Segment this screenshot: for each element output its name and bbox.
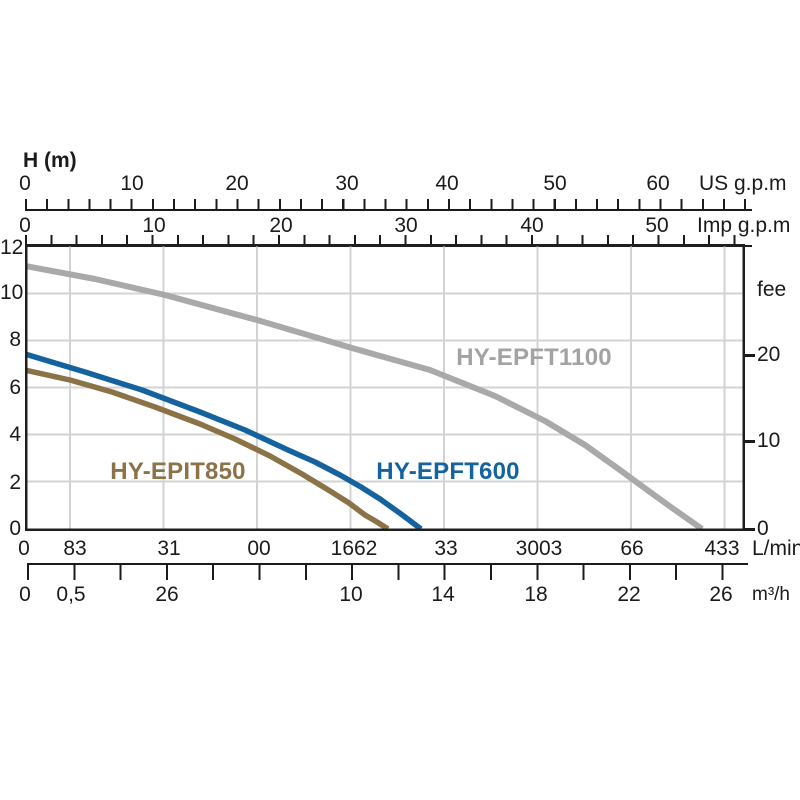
plot-border (25, 244, 745, 531)
curve-hy-epft600 (25, 351, 423, 531)
head-tick-label: 8 (9, 328, 21, 351)
m3h-tick-label: 22 (617, 583, 641, 606)
us-gpm-unit-label: US g.p.m (699, 172, 787, 195)
feet-tick-label: 20 (757, 343, 781, 366)
us-gpm-tick-label: 10 (120, 172, 144, 195)
lmin-tick-label: 31 (157, 537, 181, 560)
feet-axis-unit-label: fee (757, 278, 787, 301)
us-gpm-ruler (25, 199, 752, 211)
head-tick-label: 10 (0, 281, 24, 304)
m3h-unit-label: m³/h (752, 584, 790, 605)
m3h-tick-label: 0 (19, 583, 31, 606)
m3h-tick-label: 0,5 (56, 583, 86, 606)
lmin-tick-label: 83 (63, 537, 87, 560)
m3h-tick-label: 18 (524, 583, 548, 606)
head-tick-label: 0 (9, 517, 21, 540)
head-axis-title: H (m) (23, 149, 77, 172)
us-gpm-tick-label: 20 (225, 172, 249, 195)
m3h-tick-label: 10 (339, 583, 363, 606)
us-gpm-tick-label: 40 (435, 172, 459, 195)
imp-gpm-tick-label: 50 (645, 214, 669, 237)
curve-hy-epit850 (25, 367, 390, 531)
us-gpm-tick-label: 30 (335, 172, 359, 195)
head-tick-label: 6 (9, 376, 21, 399)
imp-gpm-tick-label: 20 (269, 214, 293, 237)
lmin-tick-label: 3003 (515, 537, 563, 560)
lmin-tick-label: 66 (620, 537, 644, 560)
imp-gpm-tick-label: 40 (520, 214, 544, 237)
plot-area (25, 244, 745, 531)
feet-tick-label: 10 (757, 429, 781, 452)
lmin-unit-label: L/min (752, 537, 800, 560)
imp-gpm-tick-label: 30 (394, 214, 418, 237)
m3h-tick-label: 14 (431, 583, 455, 606)
curve-label-hy-epft1100: HY-EPFT1100 (456, 344, 612, 371)
feet-tick-label: 0 (757, 517, 769, 540)
us-gpm-tick-label: 50 (543, 172, 567, 195)
curve-label-hy-epit850: HY-EPIT850 (110, 458, 246, 485)
imp-gpm-unit-label: Imp g.p.m (697, 214, 791, 237)
m3h-tick-label: 26 (709, 583, 733, 606)
us-gpm-tick-label: 60 (646, 172, 670, 195)
m3h-tick-label: 26 (155, 583, 179, 606)
feet-tick (745, 528, 755, 531)
curve-label-hy-epft600: HY-EPFT600 (376, 458, 520, 485)
lmin-tick-label: 33 (434, 537, 458, 560)
lmin-tick-label: 433 (704, 537, 740, 560)
head-tick-label: 4 (9, 423, 21, 446)
imp-gpm-tick-label: 10 (142, 214, 166, 237)
lmin-tick-label: 00 (247, 537, 271, 560)
curve-hy-epft1100 (25, 263, 704, 531)
lmin-tick-label: 0 (18, 537, 30, 560)
lmin-tick-label: 1662 (330, 537, 378, 560)
feet-tick (745, 354, 755, 357)
imp-gpm-tick-label: 0 (19, 214, 31, 237)
head-tick-label: 2 (9, 471, 21, 494)
m3h-ruler (27, 563, 748, 580)
head-tick-label: 12 (0, 236, 24, 259)
feet-tick (745, 440, 755, 443)
us-gpm-tick-label: 0 (19, 172, 31, 195)
